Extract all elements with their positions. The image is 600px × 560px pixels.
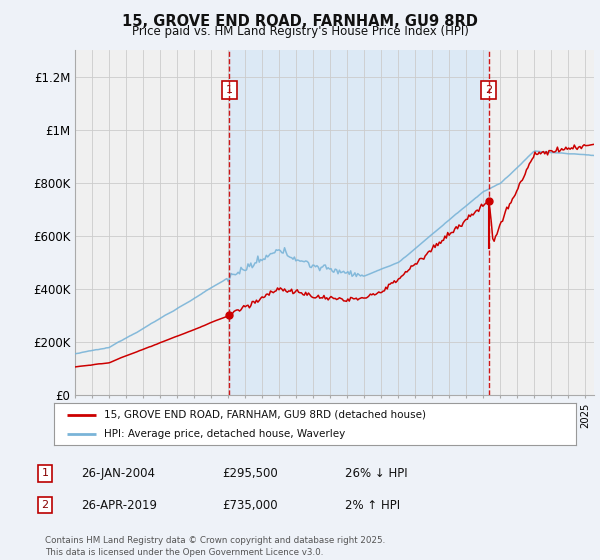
Text: 2: 2 [41, 500, 49, 510]
Text: 26-APR-2019: 26-APR-2019 [81, 498, 157, 512]
Text: 2: 2 [485, 85, 493, 95]
Text: £735,000: £735,000 [222, 498, 278, 512]
Text: £295,500: £295,500 [222, 466, 278, 480]
Text: 1: 1 [226, 85, 233, 95]
Bar [75, 50, 229, 395]
Text: 26-JAN-2004: 26-JAN-2004 [81, 466, 155, 480]
Text: 15, GROVE END ROAD, FARNHAM, GU9 8RD (detached house): 15, GROVE END ROAD, FARNHAM, GU9 8RD (de… [104, 409, 425, 419]
Text: HPI: Average price, detached house, Waverley: HPI: Average price, detached house, Wave… [104, 429, 345, 439]
Text: 2% ↑ HPI: 2% ↑ HPI [345, 498, 400, 512]
Bar [489, 50, 594, 395]
Text: Price paid vs. HM Land Registry's House Price Index (HPI): Price paid vs. HM Land Registry's House … [131, 25, 469, 38]
Text: Contains HM Land Registry data © Crown copyright and database right 2025.
This d: Contains HM Land Registry data © Crown c… [45, 536, 385, 557]
Text: 26% ↓ HPI: 26% ↓ HPI [345, 466, 407, 480]
Text: 1: 1 [41, 468, 49, 478]
Text: 15, GROVE END ROAD, FARNHAM, GU9 8RD: 15, GROVE END ROAD, FARNHAM, GU9 8RD [122, 14, 478, 29]
